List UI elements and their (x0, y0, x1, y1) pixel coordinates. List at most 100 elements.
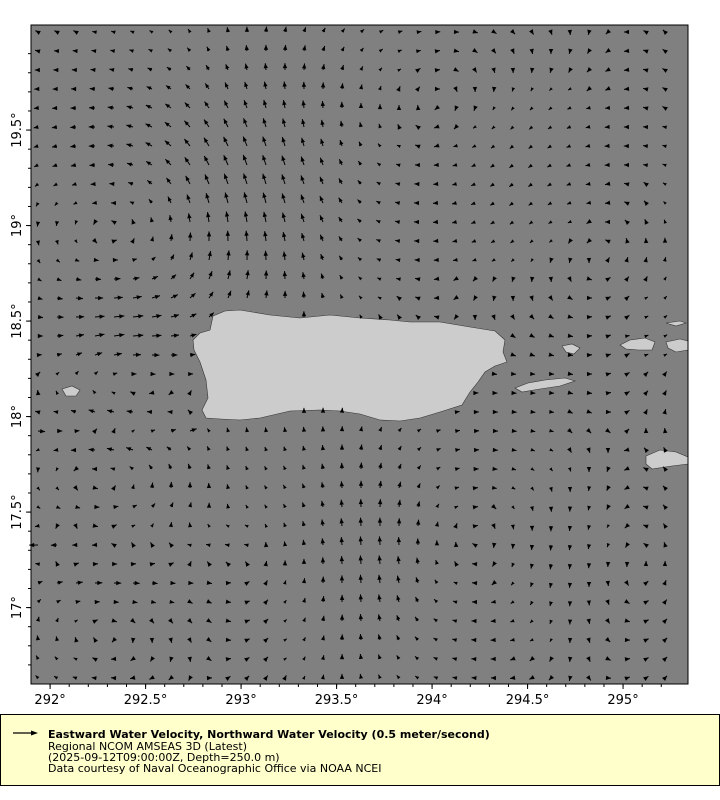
velocity-arrow (415, 124, 421, 130)
velocity-arrow (262, 154, 267, 166)
velocity-arrow (396, 277, 401, 282)
velocity-arrow (624, 466, 630, 471)
velocity-arrow (473, 466, 479, 472)
velocity-arrow (339, 101, 345, 109)
velocity-arrow (623, 105, 630, 111)
velocity-arrow (187, 28, 192, 34)
velocity-arrow (207, 27, 211, 33)
velocity-arrow (319, 195, 324, 204)
velocity-arrow (606, 466, 611, 472)
velocity-arrow (471, 637, 477, 643)
velocity-arrow (432, 219, 439, 225)
velocity-arrow (225, 45, 230, 52)
velocity-arrow (567, 544, 573, 551)
velocity-arrow (113, 504, 119, 510)
velocity-arrow (511, 276, 516, 283)
velocity-arrow (129, 675, 136, 680)
velocity-arrow (662, 599, 668, 605)
velocity-arrow (164, 103, 172, 109)
velocity-arrow (413, 219, 420, 225)
velocity-arrow (301, 483, 306, 489)
velocity-arrow (150, 371, 156, 377)
y-tick-label: 17° (10, 596, 25, 619)
velocity-arrow (244, 600, 250, 605)
velocity-arrow (453, 314, 459, 320)
velocity-arrow (283, 638, 288, 642)
velocity-arrow (529, 48, 534, 55)
velocity-arrow (226, 446, 230, 452)
velocity-arrow (282, 63, 288, 71)
velocity-arrow (37, 296, 43, 300)
velocity-arrow (453, 67, 459, 72)
velocity-arrow (434, 540, 440, 546)
velocity-arrow (244, 250, 250, 261)
velocity-arrow (94, 276, 102, 282)
velocity-arrow (453, 541, 459, 548)
velocity-arrow (301, 233, 306, 242)
velocity-arrow (301, 521, 306, 527)
velocity-arrow (548, 314, 554, 320)
velocity-arrow (435, 559, 439, 565)
velocity-arrow (111, 200, 117, 206)
velocity-arrow (91, 466, 98, 472)
velocity-arrow (453, 86, 458, 92)
velocity-arrow (472, 505, 479, 510)
velocity-arrow (549, 428, 554, 433)
velocity-arrow (510, 239, 515, 244)
velocity-arrow (74, 239, 78, 244)
velocity-arrow (339, 407, 345, 413)
velocity-arrow (52, 105, 58, 111)
velocity-arrow (568, 675, 573, 682)
vector-layer (29, 26, 668, 682)
velocity-arrow (187, 543, 192, 548)
velocity-arrow (75, 296, 84, 301)
velocity-arrow (397, 68, 402, 72)
velocity-arrow (489, 201, 495, 206)
velocity-arrow (624, 256, 629, 263)
velocity-arrow (302, 27, 307, 33)
velocity-arrow (33, 163, 39, 168)
velocity-arrow (53, 182, 58, 187)
velocity-arrow (510, 258, 515, 263)
velocity-arrow (151, 580, 158, 586)
velocity-arrow (184, 157, 191, 166)
velocity-arrow (282, 580, 287, 585)
velocity-arrow (108, 86, 115, 91)
velocity-arrow (33, 105, 39, 111)
velocity-arrow (528, 163, 533, 169)
velocity-arrow (662, 408, 667, 415)
velocity-arrow (397, 30, 403, 34)
velocity-arrow (56, 333, 64, 339)
velocity-arrow (529, 600, 534, 606)
velocity-arrow (168, 542, 174, 548)
velocity-arrow (187, 637, 192, 643)
velocity-arrow (244, 26, 250, 33)
velocity-arrow (245, 427, 250, 433)
velocity-arrow (301, 558, 307, 565)
velocity-arrow (223, 118, 229, 128)
velocity-arrow (587, 524, 592, 530)
velocity-arrow (663, 353, 668, 357)
velocity-arrow (454, 486, 460, 491)
velocity-arrow (473, 447, 480, 453)
velocity-arrow (263, 231, 268, 242)
velocity-arrow (662, 68, 668, 73)
velocity-arrow (396, 295, 402, 301)
velocity-arrow (169, 502, 174, 508)
velocity-arrow (264, 523, 268, 528)
velocity-arrow (111, 637, 117, 643)
velocity-arrow (491, 258, 496, 262)
velocity-arrow (586, 67, 592, 73)
velocity-arrow (586, 466, 592, 473)
velocity-arrow (149, 618, 155, 624)
velocity-arrow (94, 352, 103, 357)
velocity-arrow (91, 49, 97, 54)
velocity-arrow (263, 656, 269, 662)
velocity-arrow (338, 178, 343, 185)
velocity-arrow (490, 618, 496, 623)
velocity-arrow (414, 200, 420, 206)
velocity-arrow (320, 426, 326, 432)
velocity-arrow (242, 136, 248, 147)
velocity-arrow (435, 485, 441, 490)
velocity-arrow (146, 446, 153, 451)
